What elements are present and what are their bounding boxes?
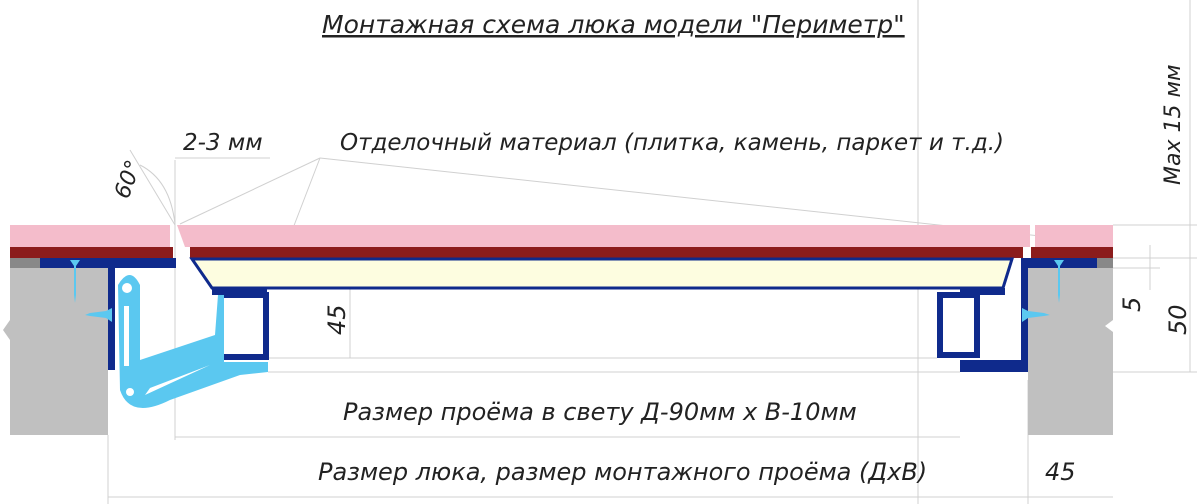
left-wall — [3, 268, 108, 435]
tile-right — [1035, 225, 1113, 247]
bracket-slot — [145, 365, 210, 395]
hatch-size-label: Размер люка, размер монтажного проёма (Д… — [318, 458, 927, 486]
screw-icon — [1022, 308, 1050, 322]
angle-label: 60° — [110, 157, 147, 202]
max-thickness-label: Max 15 мм — [1161, 64, 1186, 185]
adhesive-right — [1031, 247, 1113, 258]
right-tube-flange — [960, 288, 1005, 295]
bracket-hole — [126, 388, 134, 396]
right-wall-cap — [1097, 258, 1113, 268]
bracket-slot — [124, 306, 129, 366]
finish-material-label: Отделочный материал (плитка, камень, пар… — [340, 130, 1004, 156]
side-width-label: 45 — [1045, 458, 1076, 486]
gap-label: 2-3 мм — [183, 130, 263, 156]
height-label: 50 — [1164, 304, 1192, 335]
right-wall — [1028, 268, 1113, 435]
left-tube — [218, 292, 269, 360]
bracket — [118, 275, 268, 408]
screw-icon — [70, 260, 80, 303]
left-wall-cap — [10, 258, 40, 268]
right-frame — [960, 258, 1097, 372]
screw-icon — [85, 308, 112, 322]
clear-opening-label: Размер проёма в свету Д-90мм х В-10мм — [343, 398, 857, 426]
screw-icon — [1054, 260, 1064, 303]
left-tube-flange — [212, 288, 267, 295]
diagram-title: Монтажная схема люка модели "Периметр" — [322, 10, 905, 39]
bracket-hole — [122, 283, 132, 293]
tile-hatch — [177, 225, 1030, 247]
adhesive-hatch — [190, 247, 1023, 258]
hatch-insert — [189, 257, 1015, 290]
right-tube — [937, 292, 980, 358]
tile-left — [10, 225, 170, 247]
depth-label: 45 — [323, 304, 351, 335]
step-label: 5 — [1118, 297, 1146, 312]
adhesive-left — [10, 247, 173, 258]
dimension-lines — [107, 0, 1197, 504]
